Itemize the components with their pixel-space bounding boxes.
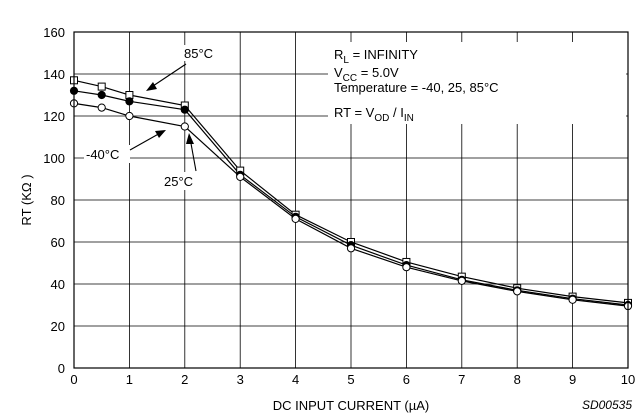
annotation-m40-mask	[84, 145, 130, 163]
series-2-marker	[402, 263, 411, 272]
annotation-m40c-arrowhead	[155, 130, 166, 138]
y-tick-label: 80	[51, 193, 65, 208]
annotation-25c-arrowhead	[186, 133, 194, 144]
series-2-marker	[513, 287, 522, 296]
y-tick-label: 140	[43, 67, 65, 82]
annotation-m40c-arrow	[129, 131, 163, 151]
annotation-m40c: -40°C	[86, 147, 119, 162]
series-2-marker	[457, 276, 466, 285]
series-1-marker	[180, 105, 189, 114]
x-tick-label: 2	[181, 372, 188, 387]
y-tick-label: 0	[58, 361, 65, 376]
x-tick-label: 8	[514, 372, 521, 387]
x-tick-label: 10	[621, 372, 635, 387]
series-layer	[73, 79, 629, 307]
plot-frame	[73, 31, 629, 369]
annotation-85-mask	[182, 45, 220, 61]
condition-temperature: Temperature = -40, 25, 85°C	[334, 80, 499, 95]
series-2-marker	[291, 214, 300, 223]
x-tick-label: 4	[292, 372, 299, 387]
series-0-marker	[97, 82, 106, 91]
condition-vcc-rest: = 5.0V	[357, 65, 399, 80]
annotations: 85°C -40°C 25°C	[84, 45, 220, 190]
series-2-marker	[346, 244, 356, 253]
condition-rt-sub1: OD	[374, 113, 389, 124]
condition-rl: RL = INFINITY	[334, 47, 418, 66]
x-tick-label: 3	[237, 372, 244, 387]
x-tick-label: 1	[126, 372, 133, 387]
y-tick-label: 100	[43, 151, 65, 166]
conditions-block: RL = INFINITY VCC = 5.0V Temperature = -…	[334, 47, 499, 124]
annotation-85c-arrow	[149, 63, 187, 89]
condition-rl-sub: L	[343, 55, 349, 66]
series-2-marker	[125, 111, 134, 121]
y-tick-label: 20	[51, 319, 65, 334]
series-2-marker	[97, 103, 106, 112]
annotation-85c: 85°C	[184, 46, 213, 61]
series-line-1	[73, 90, 629, 306]
condition-rt-pre: RT = V	[334, 105, 375, 120]
annotation-25-mask	[162, 172, 202, 190]
x-tick-label: 6	[403, 372, 410, 387]
annotation-85c-arrowhead	[146, 82, 157, 91]
series-line-2	[73, 102, 629, 307]
x-axis-title: DC INPUT CURRENT (µA)	[273, 398, 430, 413]
x-tick-label: 9	[569, 372, 576, 387]
condition-vcc: VCC = 5.0V	[334, 65, 399, 84]
conditions-mask	[328, 42, 626, 124]
condition-vcc-main: V	[334, 65, 343, 80]
y-tick-label: 120	[43, 109, 65, 124]
condition-rl-main: R	[334, 47, 343, 62]
condition-rl-rest: = INFINITY	[349, 47, 418, 62]
y-axis-title: RT (KΩ )	[19, 174, 34, 225]
x-tick-label: 5	[347, 372, 354, 387]
x-tick-label: 7	[458, 372, 465, 387]
condition-rt-mid: / I	[389, 105, 403, 120]
annotation-25c: 25°C	[164, 174, 193, 189]
series-1-marker	[97, 90, 106, 100]
series-1-marker	[125, 97, 134, 106]
series-line-0	[73, 79, 629, 304]
series-2-marker	[236, 172, 245, 181]
y-tick-label: 40	[51, 277, 65, 292]
condition-rt: RT = VOD / IIN	[334, 105, 414, 124]
series-2-marker	[180, 122, 189, 131]
condition-vcc-sub: CC	[343, 73, 357, 84]
x-tick-label: 0	[70, 372, 77, 387]
y-tick-label: 160	[43, 25, 65, 40]
series-2-marker	[568, 295, 577, 304]
condition-rt-sub2: IN	[404, 113, 414, 124]
figure-code: SD00535	[582, 398, 632, 412]
y-tick-label: 60	[51, 235, 65, 250]
